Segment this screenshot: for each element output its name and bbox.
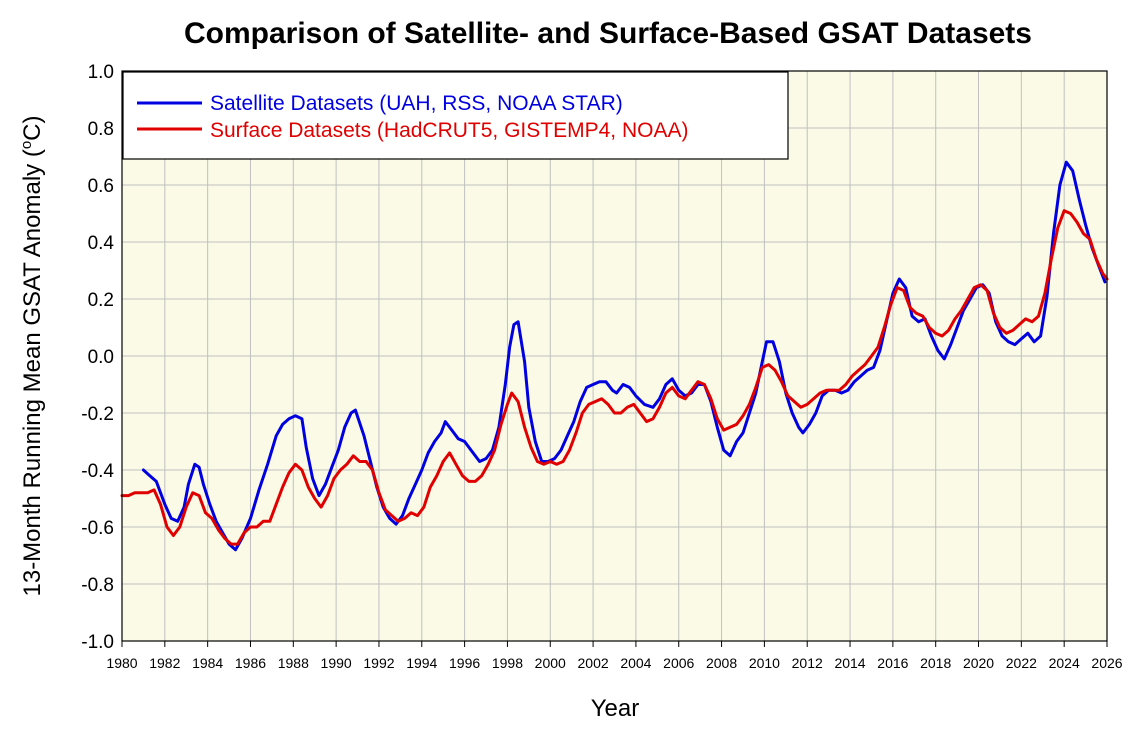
x-tick-label: 2022 bbox=[1006, 655, 1037, 671]
x-tick-label: 2012 bbox=[792, 655, 823, 671]
x-tick-label: 1982 bbox=[149, 655, 180, 671]
series-line-surface bbox=[120, 209, 1109, 546]
series-layer bbox=[120, 160, 1109, 552]
x-tick-label: 1992 bbox=[363, 655, 394, 671]
y-tick-label: -0.6 bbox=[81, 518, 114, 539]
x-tick-label: 1986 bbox=[235, 655, 266, 671]
x-tick-label: 1980 bbox=[106, 655, 137, 671]
x-tick-label: 2024 bbox=[1049, 655, 1080, 671]
x-tick-label: 2000 bbox=[535, 655, 566, 671]
y-tick-labels: -1.0 -0.8 -0.6 -0.4 -0.2 0.0 0.2 0.4 0.6 0.8 1.0 bbox=[81, 62, 114, 653]
x-tick-label: 2002 bbox=[578, 655, 609, 671]
x-tick-label: 1998 bbox=[492, 655, 523, 671]
x-tick-label: 2026 bbox=[1091, 655, 1122, 671]
x-tick-label: 2010 bbox=[749, 655, 780, 671]
legend-label-surface: Surface Datasets (HadCRUT5, GISTEMP4, NO… bbox=[210, 119, 688, 142]
x-tick-label: 2020 bbox=[963, 655, 994, 671]
y-tick-label: 0.8 bbox=[88, 119, 114, 140]
x-tick-labels: 1980 1982 1984 1986 1988 1990 1992 1994 1996 1998… bbox=[106, 641, 1123, 671]
series-line-satellite bbox=[141, 160, 1107, 552]
x-tick-label: 2006 bbox=[663, 655, 694, 671]
y-tick-label: -1.0 bbox=[81, 632, 114, 653]
x-tick-label: 2008 bbox=[706, 655, 737, 671]
y-tick-label: 1.0 bbox=[88, 62, 114, 83]
x-tick-label: 1990 bbox=[321, 655, 352, 671]
x-tick-label: 2004 bbox=[620, 655, 651, 671]
x-tick-label: 2016 bbox=[877, 655, 908, 671]
legend-box bbox=[122, 71, 789, 160]
x-tick-label: 1984 bbox=[192, 655, 223, 671]
x-tick-label: 1988 bbox=[278, 655, 309, 671]
x-tick-label: 1996 bbox=[449, 655, 480, 671]
plot-frame bbox=[121, 70, 1108, 642]
x-tick-label: 2018 bbox=[920, 655, 951, 671]
legend: Satellite Datasets (UAH, RSS, NOAA STAR)… bbox=[122, 71, 789, 160]
chart-title: Comparison of Satellite- and Surface-Bas… bbox=[184, 17, 1032, 50]
y-tick-label: -0.4 bbox=[81, 461, 114, 482]
y-tick-label: 0.4 bbox=[88, 233, 115, 254]
y-tick-label: 0.0 bbox=[88, 347, 114, 368]
x-axis-label: Year bbox=[591, 695, 640, 722]
y-tick-label: 0.2 bbox=[88, 290, 114, 311]
y-tick-label: 0.6 bbox=[88, 176, 114, 197]
x-tick-label: 1994 bbox=[406, 655, 437, 671]
y-tick-label: -0.2 bbox=[81, 404, 114, 425]
legend-label-satellite: Satellite Datasets (UAH, RSS, NOAA STAR) bbox=[210, 92, 623, 115]
y-tick-label: -0.8 bbox=[81, 575, 114, 596]
y-axis-label: 13-Month Running Mean GSAT Anomaly (oC) bbox=[18, 115, 46, 596]
x-tick-label: 2014 bbox=[834, 655, 865, 671]
